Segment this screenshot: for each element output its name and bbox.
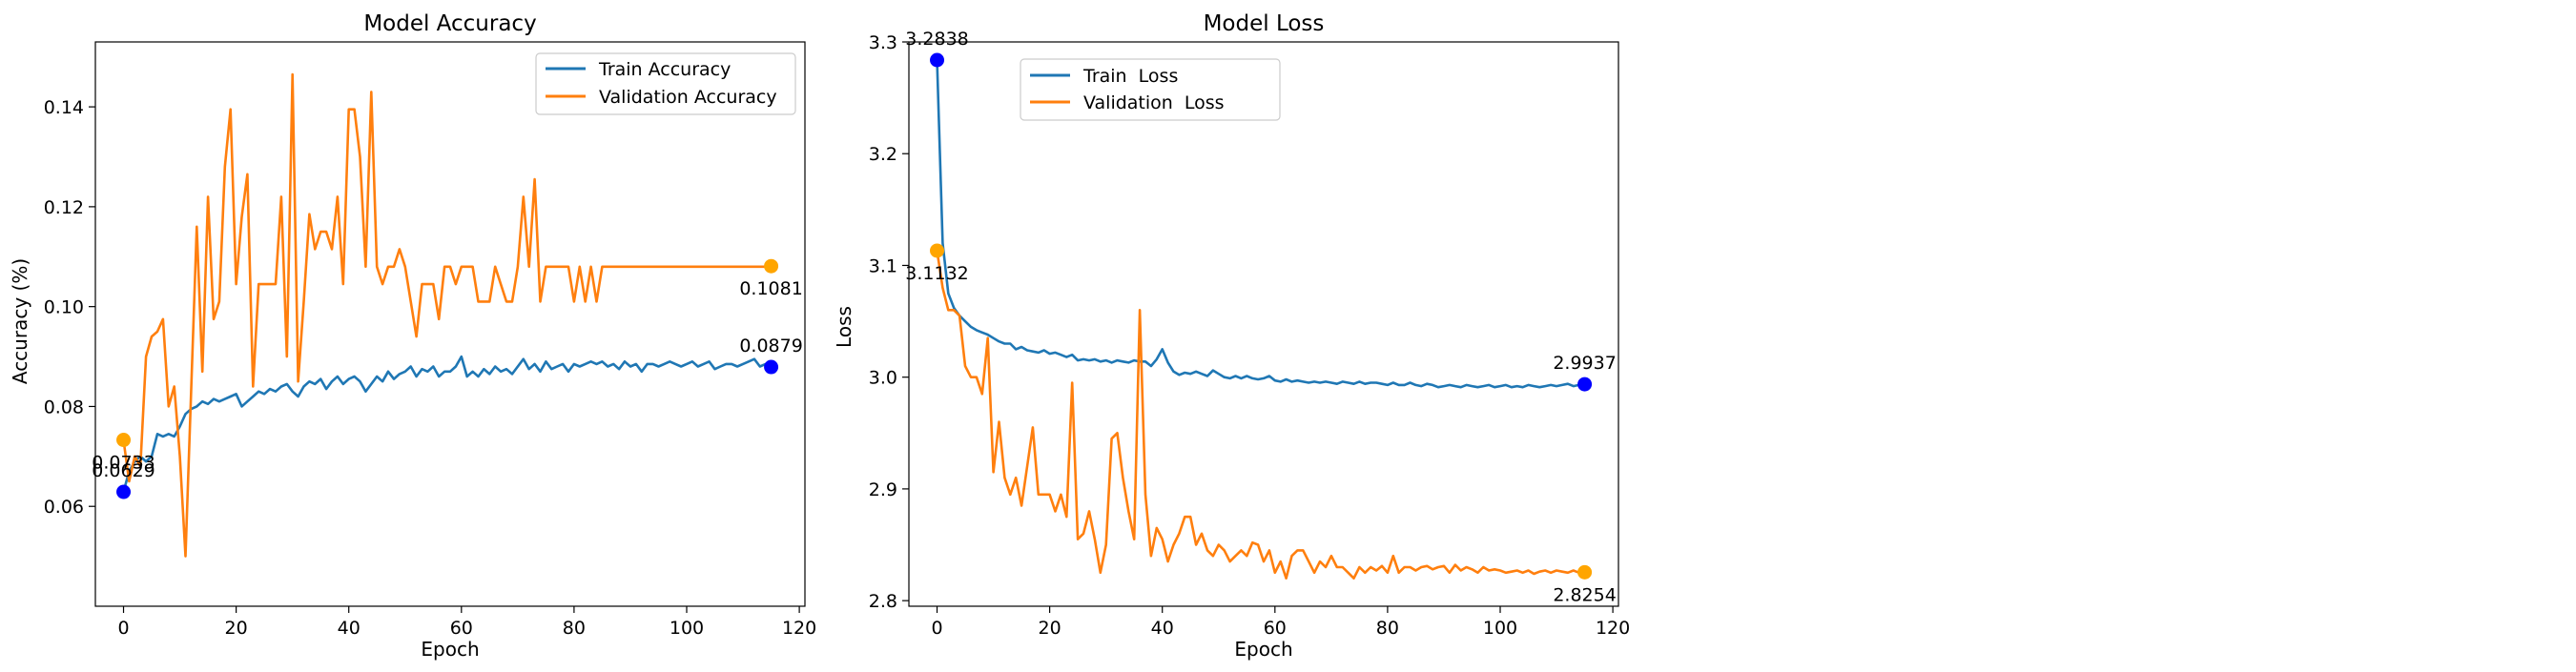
loss-train-last-marker bbox=[1577, 377, 1593, 392]
accuracy-x-tick-label: 120 bbox=[782, 618, 816, 639]
accuracy-val-first-label: 0.0733 bbox=[92, 453, 155, 474]
accuracy-train-last-marker bbox=[764, 359, 779, 375]
loss-legend-val-label: Validation Loss bbox=[1083, 92, 1225, 113]
accuracy-plot-frame bbox=[94, 41, 806, 607]
loss-val-first-label: 3.1132 bbox=[905, 263, 968, 284]
loss-val-last-marker bbox=[1577, 564, 1593, 580]
accuracy-train-first-marker bbox=[116, 484, 132, 499]
accuracy-x-axis-label: Epoch bbox=[421, 638, 479, 661]
loss-y-tick-label: 3.2 bbox=[869, 144, 897, 165]
loss-x-tick-label: 0 bbox=[931, 618, 942, 639]
loss-legend: Train Loss Validation Loss bbox=[1020, 58, 1281, 121]
loss-chart: Model Loss Epoch Loss 0 20 40 60 80 100 120 2.8… bbox=[833, 11, 1630, 661]
loss-x-tick-label: 20 bbox=[1039, 618, 1061, 639]
loss-legend-train-label: Train Loss bbox=[1082, 66, 1178, 87]
loss-chart-title: Model Loss bbox=[1204, 11, 1325, 36]
loss-train-last-label: 2.9937 bbox=[1553, 353, 1616, 374]
accuracy-x-tick-label: 60 bbox=[450, 618, 473, 639]
loss-x-tick-label: 80 bbox=[1376, 618, 1399, 639]
loss-train-first-marker bbox=[930, 52, 945, 68]
accuracy-val-line bbox=[122, 72, 772, 558]
loss-legend-box bbox=[1020, 58, 1281, 121]
loss-val-line bbox=[936, 250, 1585, 580]
accuracy-chart-title: Model Accuracy bbox=[363, 11, 536, 36]
loss-y-tick-label: 3.3 bbox=[869, 32, 897, 53]
accuracy-x-tick-label: 40 bbox=[338, 618, 361, 639]
accuracy-x-tick-label: 0 bbox=[117, 618, 129, 639]
accuracy-legend-train-label: Train Accuracy bbox=[598, 59, 731, 80]
loss-val-last-label: 2.8254 bbox=[1553, 584, 1616, 605]
loss-plot-frame bbox=[908, 41, 1619, 607]
accuracy-x-tick-label: 20 bbox=[225, 618, 248, 639]
accuracy-x-tick-label: 80 bbox=[563, 618, 586, 639]
accuracy-x-tick-label: 100 bbox=[670, 618, 704, 639]
loss-y-tick-label: 3.1 bbox=[869, 255, 897, 276]
accuracy-train-first-label: 0.0629 bbox=[92, 460, 155, 481]
accuracy-y-tick-label: 0.12 bbox=[44, 197, 84, 218]
accuracy-val-first-marker bbox=[116, 433, 132, 448]
loss-val-first-marker bbox=[930, 243, 945, 258]
loss-y-tick-label: 2.8 bbox=[869, 591, 897, 612]
loss-train-line bbox=[936, 59, 1585, 389]
loss-y-tick-label: 2.9 bbox=[869, 479, 897, 500]
loss-x-tick-label: 40 bbox=[1151, 618, 1174, 639]
accuracy-legend-box bbox=[535, 52, 796, 115]
accuracy-y-tick-label: 0.08 bbox=[44, 397, 84, 417]
accuracy-train-line bbox=[122, 355, 773, 493]
accuracy-val-last-label: 0.1081 bbox=[739, 278, 802, 299]
accuracy-y-tick-label: 0.10 bbox=[44, 297, 84, 318]
accuracy-train-last-label: 0.0879 bbox=[739, 336, 802, 356]
loss-x-tick-label: 60 bbox=[1264, 618, 1287, 639]
accuracy-chart: Model Accuracy Epoch Accuracy (%) 0 20 40 6… bbox=[9, 11, 816, 661]
accuracy-legend-val-label: Validation Accuracy bbox=[599, 87, 777, 108]
accuracy-legend: Train Accuracy Validation Accuracy bbox=[535, 52, 796, 115]
loss-train-first-label: 3.2838 bbox=[905, 29, 968, 50]
accuracy-y-axis-label: Accuracy (%) bbox=[9, 258, 31, 384]
loss-x-tick-label: 120 bbox=[1596, 618, 1630, 639]
accuracy-y-tick-label: 0.14 bbox=[44, 97, 84, 118]
loss-y-axis-label: Loss bbox=[833, 306, 855, 348]
loss-y-tick-label: 3.0 bbox=[869, 368, 897, 389]
accuracy-y-tick-label: 0.06 bbox=[44, 497, 84, 518]
accuracy-val-last-marker bbox=[764, 258, 779, 274]
loss-x-axis-label: Epoch bbox=[1234, 638, 1292, 661]
loss-x-tick-label: 100 bbox=[1483, 618, 1517, 639]
